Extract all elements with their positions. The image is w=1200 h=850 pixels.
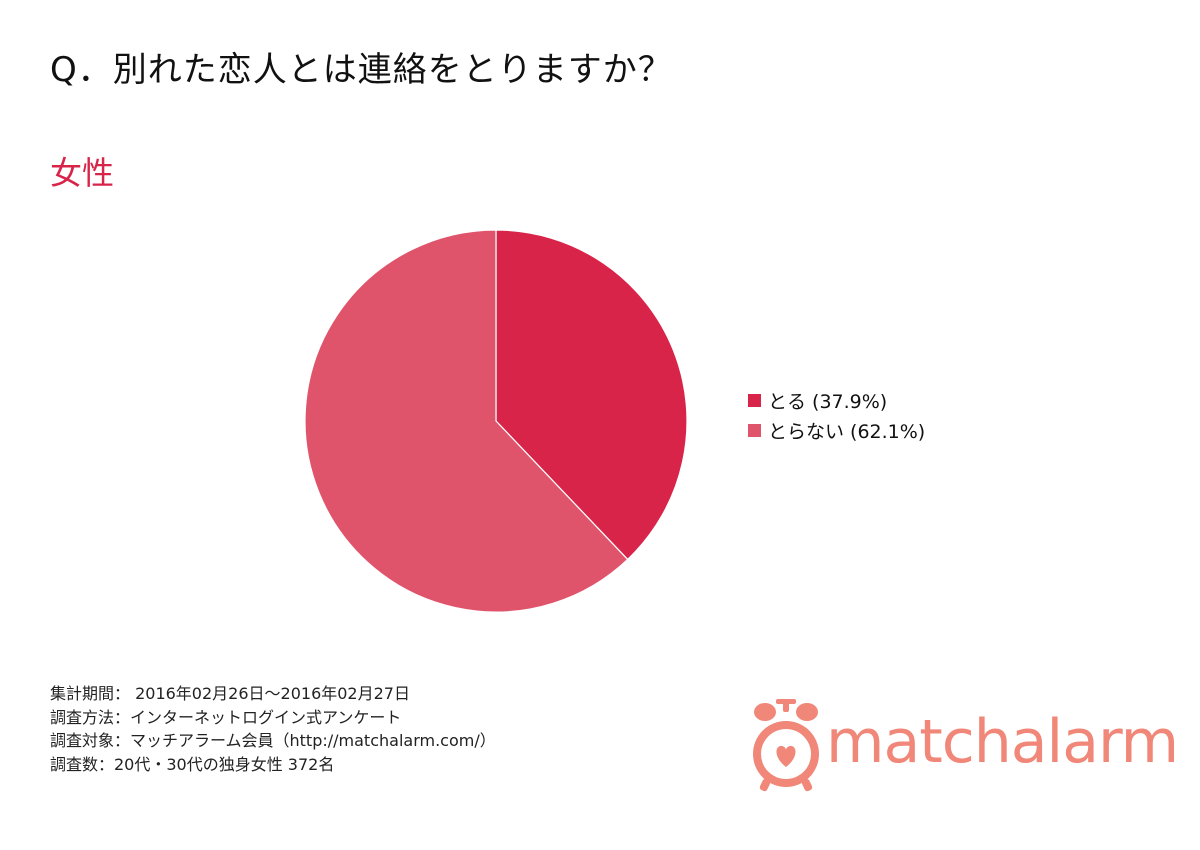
legend-swatch-toranai (748, 423, 761, 437)
legend-label-toru: とる (37.9%) (768, 390, 888, 413)
survey-method: 調査方法：インターネットログイン式アンケート (50, 707, 402, 727)
segment-label: 女性 (50, 154, 115, 192)
survey-count: 調査数：20代・30代の独身女性 372名 (50, 754, 335, 774)
legend-item-toranai: とらない (62.1%) (748, 415, 925, 445)
pie-chart (304, 229, 688, 613)
logo-wordmark: matchalarm (826, 707, 1179, 777)
survey-notes: 集計期間： 2016年02月26日～2016年02月27日 調査方法：インターネ… (50, 682, 496, 776)
legend: とる (37.9%) とらない (62.1%) (748, 385, 925, 445)
pie-slice-toranai (304, 229, 629, 613)
matchalarm-logo: matchalarm (748, 697, 1179, 802)
alarm-clock-heart-icon (753, 699, 819, 792)
survey-target: 調査対象：マッチアラーム会員（http://matchalarm.com/） (50, 731, 496, 750)
legend-label-toranai: とらない (62.1%) (768, 420, 926, 443)
legend-item-toru: とる (37.9%) (748, 385, 925, 415)
legend-swatch-toru (748, 393, 761, 407)
survey-period: 集計期間： 2016年02月26日～2016年02月27日 (50, 684, 410, 703)
question-title: Q．別れた恋人とは連絡をとりますか？ (50, 50, 673, 90)
pie-slice-toru (495, 229, 688, 561)
